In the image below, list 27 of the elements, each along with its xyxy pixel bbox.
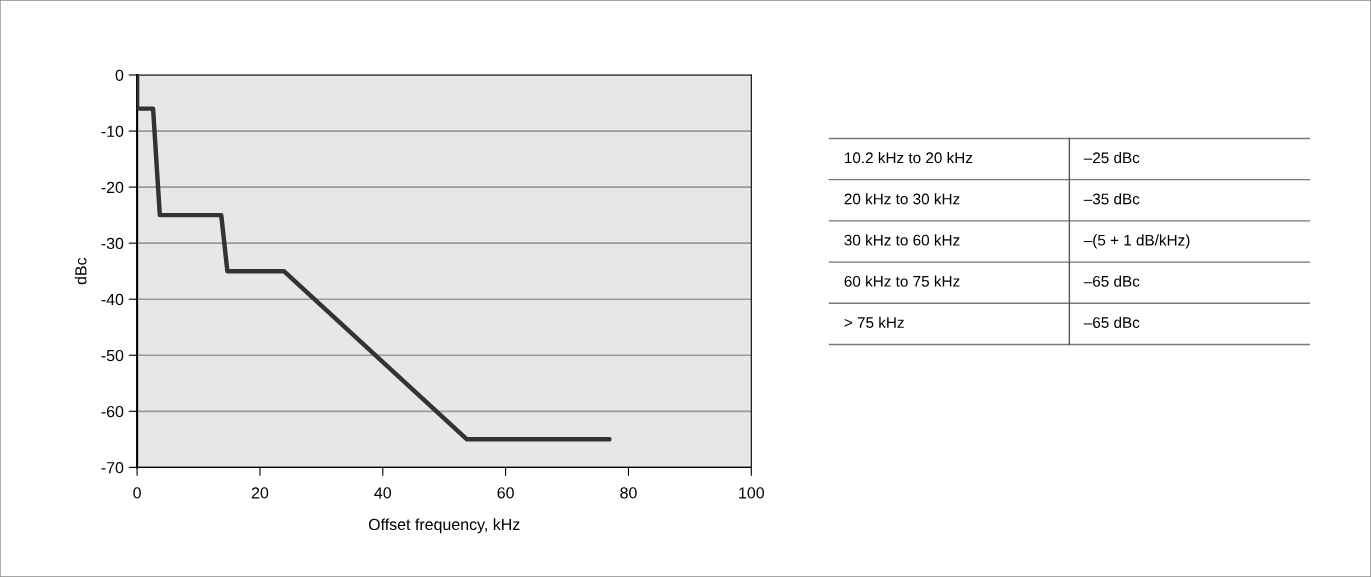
x-tick-label: 20 bbox=[251, 487, 269, 499]
text: –35 dBc bbox=[1083, 193, 1140, 205]
x-tick-label: 80 bbox=[620, 487, 637, 499]
text: 60 kHz to 75 kHz bbox=[844, 275, 960, 287]
text: –65 dBc bbox=[1083, 316, 1140, 328]
text: –(5 + 1 dB/kHz) bbox=[1083, 234, 1190, 249]
y-tick-label: -50 bbox=[101, 349, 124, 362]
x-tick-label: 0 bbox=[133, 487, 141, 499]
text: –25 dBc bbox=[1083, 151, 1140, 164]
y-tick-label: 0 bbox=[115, 69, 124, 81]
text: > 75 kHz bbox=[844, 316, 904, 328]
y-tick-label: -40 bbox=[101, 293, 124, 306]
text: 30 kHz to 60 kHz bbox=[844, 234, 960, 246]
x-tick-label: 40 bbox=[374, 487, 392, 499]
x-axis-title: Offset frequency, kHz bbox=[368, 518, 520, 534]
y-axis-title: dBc bbox=[74, 257, 87, 285]
y-tick-label: -70 bbox=[101, 462, 124, 474]
y-tick-label: -60 bbox=[101, 405, 124, 418]
x-tick-label: 60 bbox=[497, 487, 514, 499]
y-tick-label: -20 bbox=[101, 181, 124, 194]
text: 10.2 kHz to 20 kHz bbox=[845, 151, 973, 164]
text: 20 kHz to 30 kHz bbox=[844, 193, 960, 205]
line-series bbox=[137, 75, 612, 442]
y-tick-label: -10 bbox=[101, 125, 124, 138]
y-tick-label: -30 bbox=[101, 237, 124, 250]
text: –65 dBc bbox=[1083, 275, 1140, 287]
x-tick-label: 100 bbox=[739, 487, 765, 499]
